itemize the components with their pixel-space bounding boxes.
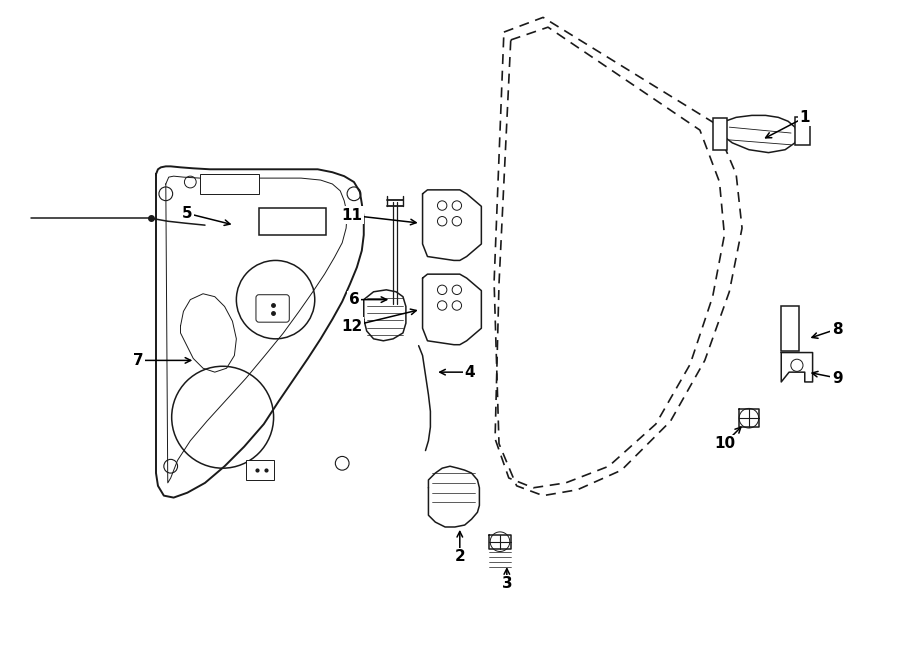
Text: 10: 10 — [714, 436, 735, 451]
Text: 6: 6 — [348, 292, 359, 307]
Text: 1: 1 — [799, 110, 810, 125]
Text: 2: 2 — [454, 549, 465, 564]
FancyBboxPatch shape — [259, 208, 326, 235]
FancyBboxPatch shape — [247, 460, 274, 480]
Text: 12: 12 — [341, 319, 363, 334]
FancyBboxPatch shape — [200, 175, 259, 194]
FancyBboxPatch shape — [256, 295, 289, 322]
FancyBboxPatch shape — [781, 307, 799, 350]
Text: 3: 3 — [501, 576, 512, 592]
Text: 7: 7 — [133, 353, 144, 368]
Text: 4: 4 — [464, 365, 475, 379]
Text: 9: 9 — [832, 371, 842, 385]
FancyBboxPatch shape — [795, 118, 810, 145]
Text: 11: 11 — [341, 208, 363, 223]
FancyBboxPatch shape — [713, 118, 727, 149]
Text: 8: 8 — [832, 321, 842, 336]
Text: 5: 5 — [182, 206, 193, 221]
